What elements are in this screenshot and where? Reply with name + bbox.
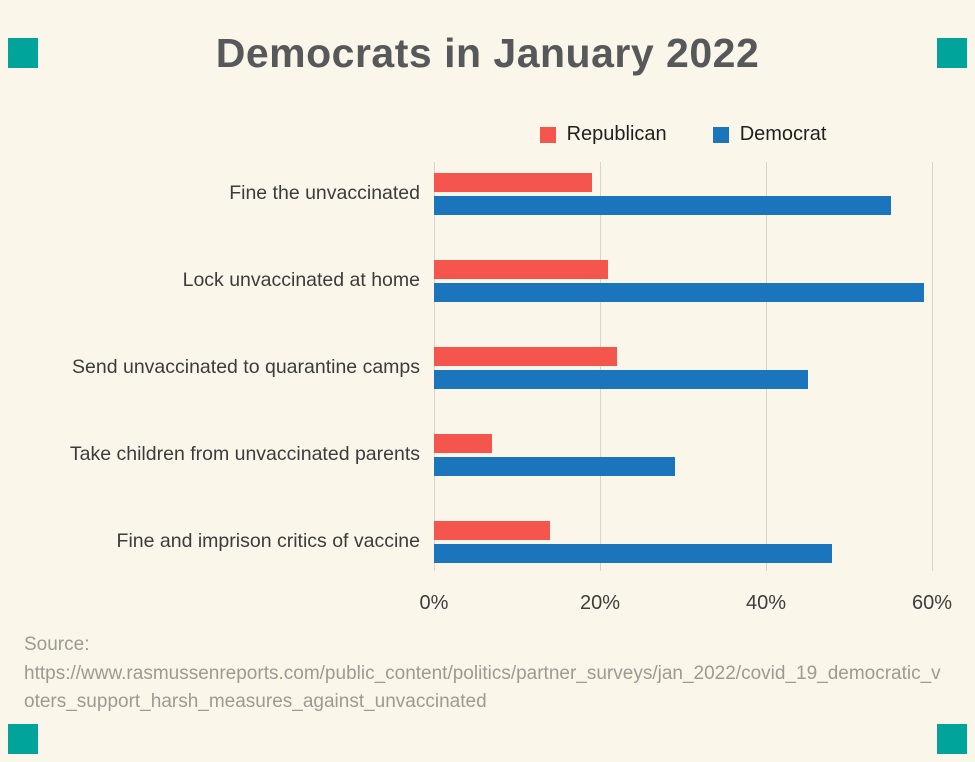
bar-group — [434, 259, 932, 302]
bar-republican — [434, 520, 551, 540]
bar-democrat — [434, 195, 891, 215]
x-tick-label: 20% — [579, 592, 621, 614]
gridline — [766, 162, 767, 571]
category-label: Send unvaccinated to quarantine camps — [72, 356, 420, 378]
bar-group — [434, 346, 932, 389]
bar-republican — [434, 172, 592, 192]
gridlines — [434, 162, 933, 571]
gridline — [932, 162, 933, 571]
chart-row: Send unvaccinated to quarantine camps — [0, 324, 975, 411]
bar-chart: Fine the unvaccinated Lock unvaccinated a… — [0, 150, 975, 621]
chart-row: Take children from unvaccinated parents — [0, 411, 975, 498]
chart-row: Lock unvaccinated at home — [0, 237, 975, 324]
bar-republican — [434, 259, 609, 279]
bar-group — [434, 520, 932, 563]
bar-democrat — [434, 456, 675, 476]
corner-accent-top-left — [8, 38, 38, 68]
bar-democrat — [434, 543, 833, 563]
bar-group — [434, 433, 932, 476]
category-label: Fine and imprison critics of vaccine — [116, 530, 420, 552]
corner-accent-top-right — [937, 38, 967, 68]
legend-item-republican: Republican — [539, 123, 667, 146]
bar-democrat — [434, 282, 924, 302]
legend-swatch-democrat — [712, 126, 729, 143]
x-tick-label: 60% — [911, 592, 953, 614]
category-label: Lock unvaccinated at home — [182, 269, 420, 291]
legend-swatch-republican — [539, 126, 556, 143]
corner-accent-bottom-left — [8, 724, 38, 754]
gridline — [434, 162, 435, 571]
chart-row: Fine the unvaccinated — [0, 150, 975, 237]
x-tick-label: 40% — [745, 592, 787, 614]
legend-item-democrat: Democrat — [712, 123, 827, 146]
bar-republican — [434, 433, 493, 453]
category-label: Take children from unvaccinated parents — [69, 443, 420, 465]
chart-rows: Fine the unvaccinated Lock unvaccinated a… — [0, 150, 975, 585]
legend-label-republican: Republican — [566, 123, 667, 145]
bar-republican — [434, 346, 617, 366]
source-label: Source: — [24, 634, 90, 655]
x-tick-label: 0% — [419, 592, 449, 614]
category-label: Fine the unvaccinated — [229, 182, 420, 204]
source-block: Source: https://www.rasmussenreports.com… — [24, 631, 951, 717]
chart-row: Fine and imprison critics of vaccine — [0, 498, 975, 585]
source-url: https://www.rasmussenreports.com/public_… — [24, 662, 941, 713]
legend-label-democrat: Democrat — [739, 123, 827, 145]
legend: Republican Democrat — [434, 123, 932, 146]
chart-title: Democrats in January 2022 — [215, 30, 760, 76]
gridline — [600, 162, 601, 571]
corner-accent-bottom-right — [937, 724, 967, 754]
x-axis: 0% 20% 40% 60% — [420, 585, 952, 621]
bar-democrat — [434, 369, 808, 389]
bar-group — [434, 172, 932, 215]
